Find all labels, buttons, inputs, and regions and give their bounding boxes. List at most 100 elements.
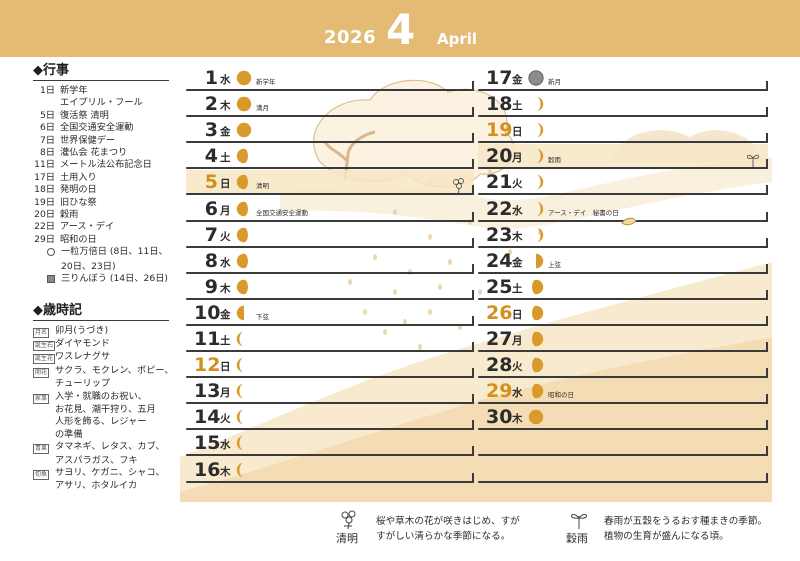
row-underline [478, 376, 768, 379]
day-row[interactable]: 28 火 [478, 353, 768, 379]
day-note: 下弦 [256, 312, 269, 321]
seimei-flower-icon [341, 510, 356, 530]
day-number: 26 [486, 301, 513, 324]
moon-phase-icon [236, 409, 252, 425]
day-row[interactable]: 16 木 [186, 458, 474, 483]
weekday-label: 水 [220, 256, 231, 269]
row-underline-cap [766, 133, 768, 144]
day-row[interactable]: 12 日 [186, 353, 474, 379]
day-row[interactable]: 1 水 新学年 [186, 66, 474, 91]
legend-text: 一粒万倍日 (8日、11日、 [61, 246, 168, 258]
legend-text: 三りんぼう (14日、26日) [61, 273, 168, 285]
day-row[interactable]: 30 木 [478, 405, 768, 431]
saijiki-row: 月名 卯月(うづき) [33, 325, 173, 338]
moon-phase-icon [236, 174, 252, 190]
row-underline [478, 323, 768, 326]
saijiki-text: チューリップ [55, 378, 111, 390]
weekday-label: 木 [220, 282, 231, 295]
legend-row: 三りんぼう (14日、26日) [33, 273, 173, 287]
day-row[interactable]: 14 火 [186, 405, 474, 431]
event-date: 6日 [39, 122, 55, 134]
empty-day-row [478, 458, 768, 483]
day-row[interactable]: 27 月 [478, 327, 768, 352]
weekday-label: 土 [220, 335, 231, 347]
saijiki-row: 家事 入学・就職のお祝い、 [33, 391, 173, 404]
day-row[interactable]: 15 水 [186, 431, 474, 457]
day-row[interactable]: 23 木 [478, 223, 768, 248]
row-underline-cap [472, 81, 474, 91]
row-underline-cap [766, 394, 768, 405]
day-row[interactable]: 18 土 [478, 92, 768, 118]
weekday-label: 月 [220, 204, 231, 217]
day-row[interactable]: 20 月 穀雨 [478, 144, 768, 170]
weekday-label: 金 [512, 74, 523, 86]
saijiki-tag: 旬魚 [33, 469, 50, 480]
moon-phase-icon [528, 383, 544, 399]
day-number: 19 [486, 119, 513, 142]
day-row[interactable]: 22 水 アース・デイ 秘書の日 [478, 197, 768, 222]
event-text: 全国交通安全運動 [60, 122, 134, 134]
day-row[interactable]: 25 土 [478, 275, 768, 300]
event-text: メートル法公布記念日 [60, 159, 152, 171]
saijiki-row: お花見、潮干狩り、五月 [33, 404, 173, 416]
day-row[interactable]: 29 水 昭和の日 [478, 379, 768, 405]
day-row[interactable]: 2 木 満月 [186, 92, 474, 118]
row-underline-cap [766, 342, 768, 352]
day-number: 4 [204, 145, 218, 168]
moon-phase-icon [528, 174, 544, 190]
row-underline [186, 297, 474, 300]
row-underline-cap [766, 472, 768, 483]
day-note: 昭和の日 [548, 391, 574, 400]
row-underline-cap [472, 211, 474, 222]
day-row[interactable]: 26 日 [478, 301, 768, 326]
moon-phase-icon [236, 201, 252, 217]
day-note: 上弦 [548, 260, 561, 269]
event-text: 穀雨 [60, 209, 79, 221]
day-row[interactable]: 13 月 [186, 379, 474, 405]
row-highlight [478, 144, 768, 168]
row-underline [186, 193, 474, 196]
row-underline-cap [766, 159, 768, 170]
row-underline-cap [766, 107, 768, 118]
saijiki-row: 開花 サクラ、モクレン、ポピー、 [33, 365, 174, 378]
saijiki-tag: 開花 [33, 367, 50, 378]
moon-phase-icon [528, 70, 544, 86]
moon-phase-icon [236, 96, 252, 112]
empty-day-row [478, 431, 768, 457]
day-row[interactable]: 6 月 全国交通安全運動 [186, 197, 474, 222]
row-underline [186, 141, 474, 144]
saijiki-text: サヨリ、ケガニ、シャコ、 [55, 466, 165, 478]
day-row[interactable]: 19 日 [478, 118, 768, 144]
weekday-label: 日 [512, 126, 523, 139]
day-number: 27 [486, 328, 513, 350]
moon-phase-icon [236, 253, 252, 269]
leaf-icon [621, 217, 637, 226]
saijiki-tag: 誕生花 [33, 354, 56, 365]
day-number: 9 [204, 275, 218, 298]
legend-text: 20日、23日) [61, 260, 116, 272]
row-underline-cap [472, 394, 474, 405]
day-row[interactable]: 5 日 清明 [186, 170, 474, 196]
kokuu-text-1: 春雨が五穀をうるおす種まきの季節。 [604, 516, 768, 527]
event-text: 世界保健デー [60, 134, 116, 146]
events-title: ◆行事 [33, 63, 69, 78]
weekday-label: 木 [220, 465, 231, 478]
day-row[interactable]: 17 金 新月 [478, 66, 768, 91]
kokuu-text-2: 植物の生育が盛んになる頃。 [604, 531, 729, 542]
day-row[interactable]: 10 金 下弦 [186, 301, 474, 326]
weekday-label: 木 [220, 100, 231, 113]
day-number: 24 [486, 249, 513, 272]
day-row[interactable]: 21 火 [478, 170, 768, 196]
weekday-label: 水 [512, 204, 523, 217]
day-row[interactable]: 24 金 上弦 [478, 249, 768, 274]
day-row[interactable]: 11 土 [186, 327, 474, 352]
row-underline-cap [472, 315, 474, 326]
row-underline [186, 454, 474, 457]
event-date: 22日 [34, 221, 55, 233]
legend-row: 一粒万倍日 (8日、11日、 [33, 246, 173, 260]
